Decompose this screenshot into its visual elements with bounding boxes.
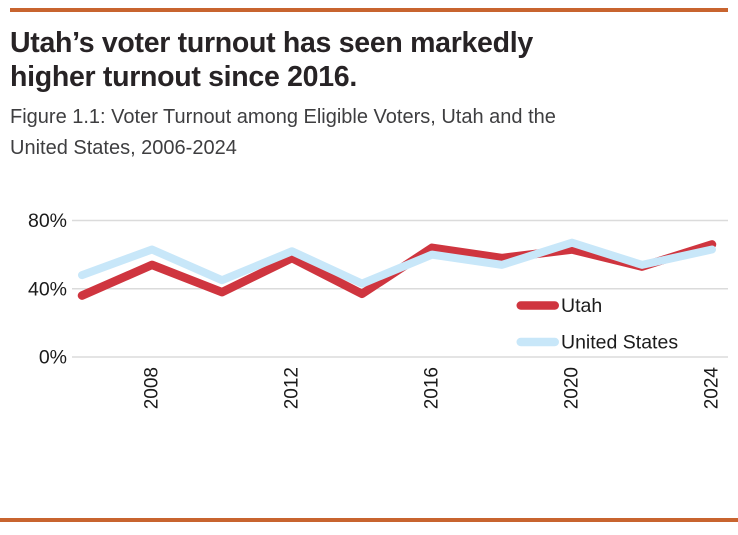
page-title: Utah’s voter turnout has seen markedly h… [10, 26, 533, 94]
bottom-divider [0, 518, 738, 522]
x-axis-tick-label-2012: 2012 [282, 367, 303, 409]
legend-swatch-united-states [516, 337, 559, 347]
y-axis-tick-label-40: 40% [28, 278, 67, 300]
legend-label-united-states: United States [561, 332, 678, 354]
figure-caption-line-2: United States, 2006-2024 [10, 136, 237, 159]
legend-swatch-utah [516, 301, 559, 310]
y-axis-tick-label-80: 80% [28, 210, 67, 232]
page-title-line-2: higher turnout since 2016. [10, 61, 357, 93]
legend-label-utah: Utah [561, 295, 602, 317]
x-axis-tick-label-2016: 2016 [422, 367, 443, 409]
x-axis-tick-label-2020: 2020 [562, 367, 583, 409]
figure-caption: Figure 1.1: Voter Turnout among Eligible… [10, 102, 556, 163]
y-axis-tick-label-0: 0% [39, 347, 67, 369]
series-line-united-states [78, 238, 716, 288]
top-divider [10, 8, 728, 12]
x-axis-tick-label-2008: 2008 [142, 367, 163, 409]
page-title-line-1: Utah’s voter turnout has seen markedly [10, 27, 533, 59]
figure-caption-line-1: Figure 1.1: Voter Turnout among Eligible… [10, 106, 556, 128]
x-axis-tick-label-2024: 2024 [702, 367, 723, 410]
